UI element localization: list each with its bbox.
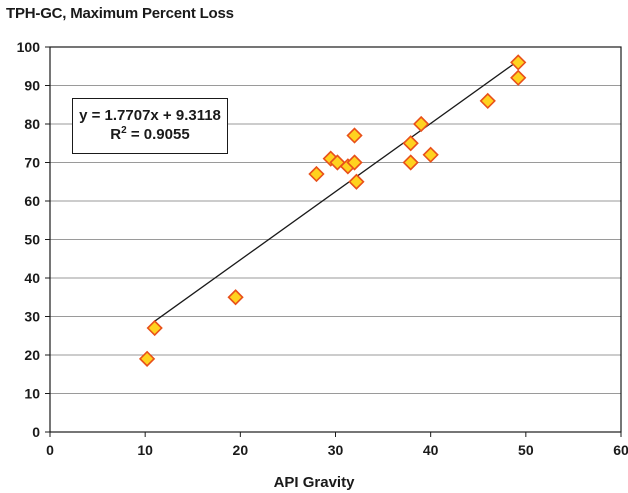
data-point	[510, 54, 527, 71]
r-squared-value: = 0.9055	[126, 126, 190, 143]
data-point	[348, 173, 365, 190]
data-point	[422, 146, 439, 163]
y-tick-label: 90	[24, 78, 40, 94]
data-point	[308, 165, 325, 183]
chart-title: TPH-GC, Maximum Percent Loss	[6, 5, 234, 22]
y-tick-label: 70	[24, 155, 40, 171]
data-point	[402, 135, 419, 152]
data-point	[413, 115, 430, 133]
r-squared-prefix: R	[110, 126, 122, 143]
r-squared-label: R2 = 0.9055	[73, 125, 227, 144]
x-tick-label: 60	[613, 442, 628, 458]
trendline	[154, 60, 519, 322]
y-tick-label: 100	[17, 39, 41, 55]
x-tick-label: 50	[518, 442, 534, 458]
y-tick-label: 0	[32, 424, 40, 440]
x-tick-label: 40	[423, 442, 439, 458]
x-tick-label: 20	[233, 442, 249, 458]
y-tick-label: 50	[24, 232, 40, 248]
y-tick-label: 60	[24, 193, 40, 209]
data-point	[402, 154, 419, 171]
trendline-equation: y = 1.7707x + 9.3118	[79, 107, 221, 124]
y-tick-label: 10	[24, 386, 40, 402]
data-point	[227, 289, 244, 306]
x-tick-label: 0	[46, 442, 54, 458]
y-tick-label: 80	[24, 116, 40, 132]
data-point	[479, 92, 496, 110]
y-tick-label: 20	[24, 347, 40, 363]
x-tick-label: 10	[137, 442, 153, 458]
data-point	[510, 69, 527, 86]
trendline-equation-box: y = 1.7707x + 9.3118 R2 = 0.9055	[72, 98, 228, 154]
data-point	[138, 350, 156, 367]
y-tick-label: 30	[24, 309, 40, 325]
y-tick-label: 40	[24, 270, 40, 286]
x-tick-label: 30	[328, 442, 344, 458]
data-point	[146, 319, 163, 337]
data-point	[346, 154, 363, 171]
x-axis-label: API Gravity	[273, 474, 355, 491]
data-point	[346, 127, 363, 144]
r-squared-exponent: 2	[121, 125, 127, 136]
